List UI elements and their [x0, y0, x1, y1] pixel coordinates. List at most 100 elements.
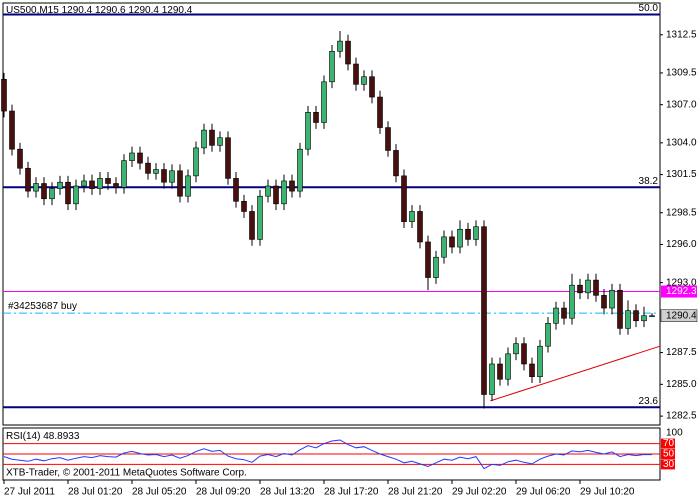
candle-body: [201, 129, 207, 149]
x-tick-label: 27 Jul 2011: [4, 487, 55, 498]
candle-body: [257, 195, 263, 240]
fib-label: 50.0: [639, 3, 659, 14]
candle-body: [385, 127, 391, 151]
candle-body: [9, 110, 15, 150]
last-close: 1290.4: [162, 5, 193, 16]
candle-body: [361, 76, 367, 85]
x-tick-label: 28 Jul 13:20: [260, 487, 315, 498]
candle-body: [313, 112, 319, 123]
last-high: 1290.6: [95, 5, 126, 16]
x-tick-label: 29 Jul 02:20: [452, 487, 507, 498]
candle-body: [401, 175, 407, 222]
candle-body: [185, 175, 191, 197]
candle-body: [609, 289, 615, 309]
indicator-line: [3, 439, 653, 470]
last-open: 1290.4: [62, 5, 93, 16]
order-label: #34253687 buy: [8, 301, 77, 312]
main-frame: [2, 2, 661, 426]
candle-body: [161, 169, 167, 183]
candle-body: [297, 148, 303, 192]
indicator-last: 48.8933: [43, 431, 80, 442]
candle-body: [281, 180, 287, 205]
candle-body: [33, 183, 39, 192]
symbol: US500,M15: [6, 5, 59, 16]
candle-body: [649, 315, 655, 317]
candle-body: [57, 181, 63, 189]
candle-body: [529, 363, 535, 377]
candle-body: [209, 129, 215, 146]
candle-body: [409, 211, 415, 222]
candle-body: [121, 160, 127, 188]
x-tick-label: 28 Jul 17:20: [324, 487, 379, 498]
candle-body: [433, 256, 439, 278]
candle-body: [513, 343, 519, 355]
level-label: 50: [663, 449, 675, 460]
candle-body: [481, 226, 487, 395]
candle-body: [265, 185, 271, 197]
candle-body: [273, 185, 279, 205]
candle-body: [233, 178, 239, 202]
candle-body: [225, 137, 231, 179]
y-tick-label: 1307.0: [666, 99, 697, 110]
candle-body: [449, 236, 455, 248]
y-tick-label: 1304.0: [666, 137, 697, 148]
candle-body: [545, 323, 551, 347]
candle-body: [465, 228, 471, 240]
candle-body: [393, 150, 399, 177]
y-tick-label: 1312.5: [666, 29, 697, 40]
y-tick-label: 1298.5: [666, 207, 697, 218]
candle-body: [641, 315, 647, 322]
candle-body: [585, 279, 591, 294]
candle-body: [329, 51, 335, 83]
level-box: [661, 459, 675, 470]
candle-body: [145, 162, 151, 174]
candle-body: [321, 81, 327, 123]
candle-body: [337, 40, 343, 52]
x-tick-label: 28 Jul 21:20: [388, 487, 443, 498]
candle-body: [497, 363, 503, 380]
candle-body: [441, 236, 447, 258]
price-box-label: 1292.3: [666, 286, 697, 297]
chart-title: US500,M15 1290.4 1290.6 1290.4 1290.4: [6, 5, 193, 16]
candle-body: [417, 211, 423, 243]
candle-body: [49, 188, 55, 200]
y-tick-label: 1309.5: [666, 68, 697, 79]
level-label: 70: [663, 438, 675, 449]
trend-line: [490, 345, 661, 402]
last-low: 1290.4: [128, 5, 159, 16]
y-tick-label: 1285.0: [666, 379, 697, 390]
candle-body: [369, 76, 375, 98]
candle-body: [305, 112, 311, 150]
candle-body: [353, 63, 359, 85]
candle-body: [553, 307, 559, 324]
indicator-label: RSI(14) 48.8933: [6, 431, 80, 442]
level-box: [661, 438, 675, 449]
candle-body: [425, 241, 431, 278]
bid-box: [660, 309, 698, 322]
x-tick-label: 29 Jul 10:20: [580, 487, 635, 498]
candle-body: [193, 147, 199, 177]
candle-body: [217, 137, 223, 146]
x-tick-label: 29 Jul 06:20: [516, 487, 571, 498]
candle-body: [97, 178, 103, 189]
candle-body: [153, 169, 159, 174]
candle-body: [113, 183, 119, 188]
candle-body: [105, 178, 111, 184]
candle-body: [1, 78, 7, 112]
level-box: [661, 449, 675, 459]
candle-body: [577, 284, 583, 294]
candle-body: [177, 170, 183, 197]
candle-body: [633, 310, 639, 322]
candle-body: [561, 307, 567, 319]
candle-body: [129, 152, 135, 161]
candle-body: [617, 289, 623, 329]
copyright: XTB-Trader, © 2001-2011 MetaQuotes Softw…: [6, 468, 247, 479]
candle-body: [289, 180, 295, 192]
candle-body: [625, 310, 631, 329]
candle-body: [81, 180, 87, 187]
candle-body: [17, 148, 23, 169]
candle-body: [73, 185, 79, 205]
candle-body: [65, 181, 71, 205]
candle-body: [601, 295, 607, 309]
